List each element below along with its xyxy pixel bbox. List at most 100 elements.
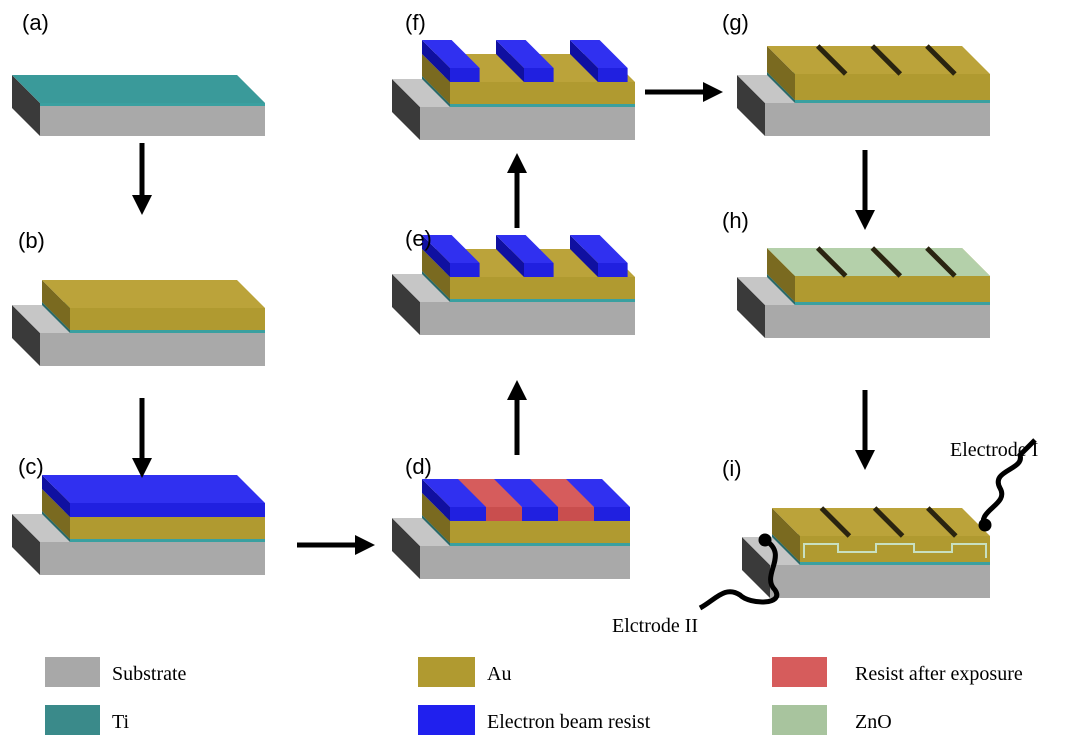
substrate-front — [420, 302, 635, 335]
resist-stripe-top — [422, 235, 480, 263]
groove — [925, 44, 957, 76]
ti-left — [422, 271, 450, 302]
panel-label: (c) — [18, 454, 44, 479]
substrate-left — [12, 305, 40, 366]
contact — [758, 533, 772, 547]
groove — [870, 246, 903, 278]
legend-label: Ti — [112, 711, 130, 733]
swatch — [45, 657, 100, 687]
groove — [815, 246, 848, 278]
legend: Substrate Ti Au Electron beam resist Res… — [45, 657, 1023, 735]
legend-label: Substrate — [112, 663, 187, 685]
au-front — [70, 517, 265, 539]
groove — [926, 506, 958, 538]
substrate-front — [770, 565, 990, 598]
panel-label: (a) — [22, 10, 49, 35]
substrate-front — [40, 542, 265, 575]
electrode-label: Elctrode II — [612, 615, 698, 637]
resist-stripe-left — [422, 235, 450, 277]
legend-label: ZnO — [855, 711, 892, 733]
exposed-top — [458, 479, 522, 507]
au-left — [422, 249, 450, 299]
ti-left — [767, 274, 795, 305]
electrode-wires — [698, 438, 1037, 611]
substrate-front — [420, 107, 635, 140]
au-left — [422, 493, 450, 543]
panel-label: (b) — [18, 228, 45, 253]
ti-left — [422, 76, 450, 107]
resist-top — [422, 479, 630, 507]
swatch — [772, 657, 827, 687]
ti-front — [450, 299, 635, 302]
au-left — [42, 280, 70, 330]
au-front — [450, 82, 635, 104]
blocks — [12, 40, 990, 598]
substrate-left — [12, 514, 40, 575]
resist-stripe-front — [450, 263, 480, 277]
panel-label: (h) — [722, 208, 749, 233]
exposed-front — [558, 507, 594, 521]
resist-stripe-top — [570, 40, 628, 68]
swatch — [772, 705, 827, 735]
contact — [978, 518, 992, 532]
ti-front — [800, 562, 990, 565]
ti-left — [422, 515, 450, 546]
substrate-front — [765, 103, 990, 136]
au-front — [800, 536, 990, 562]
resist-stripe-left — [422, 40, 450, 82]
electrode-label: Electrode I — [950, 439, 1038, 461]
ti-top — [12, 75, 265, 103]
resist-stripe-front — [524, 68, 554, 82]
resist-front — [70, 503, 265, 517]
swatch — [418, 657, 475, 687]
au-front — [450, 521, 630, 543]
resist-stripe-front — [450, 68, 480, 82]
groove — [925, 246, 957, 278]
resist-stripe-left — [496, 235, 524, 277]
swatch — [418, 705, 475, 735]
au-front — [795, 74, 990, 100]
substrate-front — [765, 305, 990, 338]
ti-left — [42, 511, 70, 542]
resist-stripe-front — [598, 263, 628, 277]
ti-front — [795, 100, 990, 103]
ti-front — [450, 104, 635, 107]
substrate-left — [392, 518, 420, 579]
au-front — [70, 308, 265, 330]
resist-stripe-front — [598, 68, 628, 82]
au-left — [767, 248, 795, 302]
au-left — [772, 508, 800, 562]
resist-left — [42, 475, 70, 517]
resist-stripe-top — [496, 40, 554, 68]
arrows — [132, 82, 875, 555]
resist-left — [422, 479, 450, 521]
resist-stripe-front — [524, 263, 554, 277]
substrate-left — [737, 75, 765, 136]
exposed-top — [530, 479, 594, 507]
legend-label: Resist after exposure — [855, 663, 1023, 685]
ti-left — [42, 302, 70, 333]
ti-front — [70, 539, 265, 542]
au-front — [795, 276, 990, 302]
groove — [819, 506, 852, 538]
ti-front — [450, 543, 630, 546]
resist-front — [450, 507, 630, 521]
resist-stripe-top — [570, 235, 628, 263]
legend-label: Electron beam resist — [487, 711, 651, 733]
substrate-left — [737, 277, 765, 338]
panel-label: (i) — [722, 456, 742, 481]
panel-labels: (a) (b) (c) (d) (e) (f) (g) (h) (i) — [18, 10, 749, 481]
groove — [870, 44, 903, 76]
groove — [872, 506, 905, 538]
au-left — [42, 489, 70, 539]
substrate-front — [40, 333, 265, 366]
substrate-left — [392, 274, 420, 335]
panel-label: (d) — [405, 454, 432, 479]
substrate-front — [40, 103, 265, 136]
au-left — [767, 46, 795, 100]
ti-front — [70, 330, 265, 333]
ti-front — [795, 302, 990, 305]
substrate-left — [12, 75, 40, 136]
substrate-front — [420, 546, 630, 579]
substrate-left — [392, 79, 420, 140]
